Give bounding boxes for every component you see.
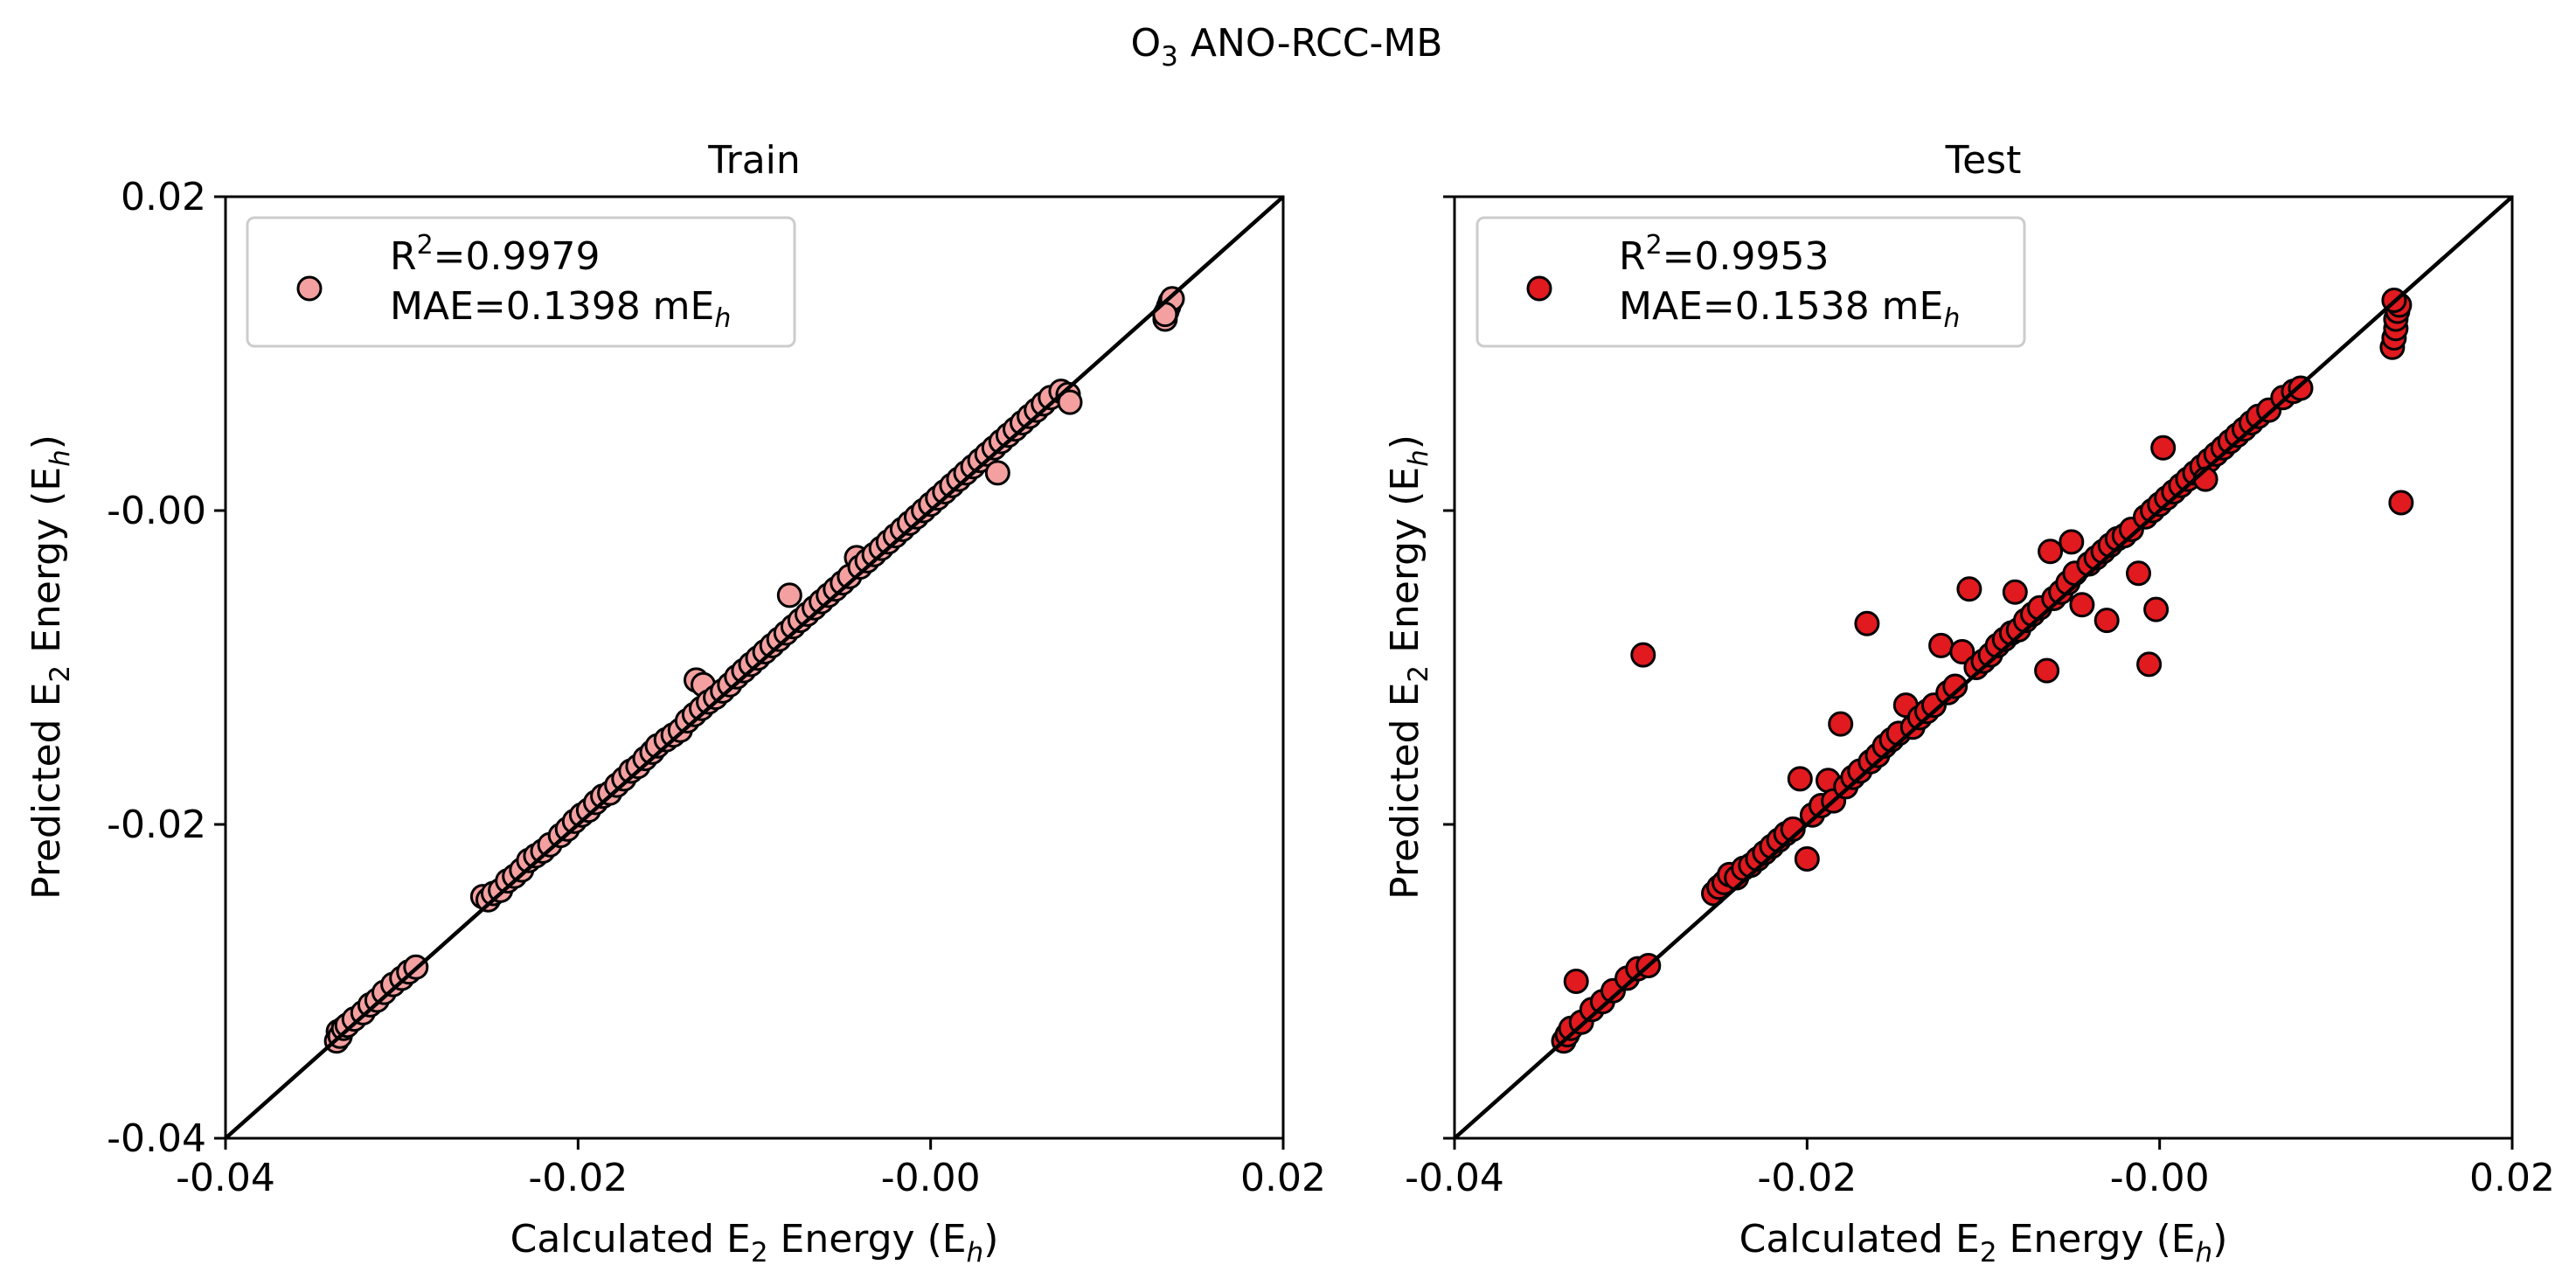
test-x-tick-label: -0.00 (2110, 1156, 2210, 1200)
train-legend-r2: R2=0.9979 (390, 230, 601, 279)
train-x-axis-label: Calculated E2 Energy (Eh) (510, 1217, 999, 1269)
test-data-point (2059, 529, 2085, 555)
train-y-tick-label: -0.04 (107, 1116, 206, 1161)
test-axes-frame (1453, 195, 2514, 1140)
test-data-point (1956, 576, 1982, 602)
train-x-tick-label: -0.04 (176, 1156, 275, 1200)
test-data-point (1828, 711, 1854, 737)
test-data-point (2034, 657, 2060, 684)
test-legend-r2: R2=0.9953 (1619, 230, 1830, 279)
train-panel: Train -0.04-0.04 -0.02 -0.02 -0.00 -0.00 0.02… (24, 138, 1326, 1269)
test-data-point (1854, 610, 1880, 636)
test-x-tick-label: 0.02 (2469, 1156, 2555, 1200)
test-legend: R2=0.9953 MAE=0.1538 mEh (1475, 216, 2026, 348)
train-data-point (1057, 389, 1083, 415)
train-y-tick-label: -0.02 (107, 803, 206, 847)
test-title: Test (1945, 138, 2022, 183)
test-data-point (2136, 651, 2163, 678)
test-data-point (1794, 846, 1820, 872)
train-title: Train (707, 138, 801, 183)
train-y-tick-label: -0.00 (107, 489, 206, 533)
train-ticks: -0.04-0.04 -0.02 -0.02 -0.00 -0.00 0.02 0.02 (107, 175, 1326, 1200)
test-data-point (1928, 632, 1955, 658)
test-ticks: -0.04 -0.02 -0.00 0.02 (1405, 195, 2555, 1200)
test-x-tick-label: -0.04 (1405, 1156, 1504, 1200)
test-panel: Test -0.04 -0.02 -0.00 0.02 R2=0.9953 MAE=0… (1383, 138, 2555, 1269)
train-legend-box (246, 216, 796, 348)
figure-title: O3 ANO-RCC-MB (1131, 21, 1443, 73)
test-data-point (2038, 539, 2064, 565)
train-legend-marker (296, 275, 323, 302)
test-data-point (2126, 560, 2151, 587)
test-x-tick-label: -0.02 (1757, 1156, 1857, 1200)
test-x-axis-label: Calculated E2 Energy (Eh) (1739, 1217, 2228, 1269)
train-x-tick-label: 0.02 (1240, 1156, 1326, 1200)
train-legend: R2=0.9979 MAE=0.1398 mEh (246, 216, 796, 348)
test-legend-marker (1526, 275, 1552, 302)
train-y-tick-label: 0.02 (121, 175, 206, 219)
test-data-point (2388, 490, 2414, 516)
train-x-tick-label: -0.00 (881, 1156, 981, 1200)
test-data-point (1787, 766, 1813, 792)
test-data-point (1942, 673, 1968, 699)
train-legend-mae: MAE=0.1398 mEh (390, 284, 731, 334)
test-legend-mae: MAE=0.1538 mEh (1619, 284, 1960, 334)
test-legend-box (1475, 216, 2026, 348)
test-data-point (1563, 969, 1589, 994)
train-points (323, 286, 1185, 1054)
test-diagonal-line (1453, 195, 2514, 1140)
train-data-point (776, 582, 802, 608)
train-data-point (984, 460, 1010, 486)
train-axes-frame (224, 195, 1285, 1140)
train-x-tick-label: -0.02 (528, 1156, 628, 1200)
train-diagonal-line (224, 195, 1285, 1140)
train-y-axis-label: Predicted E2 Energy (Eh) (24, 434, 76, 900)
test-data-point (1949, 639, 1975, 664)
test-data-point (2093, 608, 2120, 634)
test-data-point (2150, 434, 2177, 461)
test-y-axis-label: Predicted E2 Energy (Eh) (1383, 434, 1434, 900)
test-data-point (2002, 579, 2028, 605)
test-data-point (1630, 642, 1656, 668)
test-data-point (2143, 596, 2170, 622)
test-points (1551, 288, 2414, 1054)
test-data-point (2069, 592, 2095, 618)
